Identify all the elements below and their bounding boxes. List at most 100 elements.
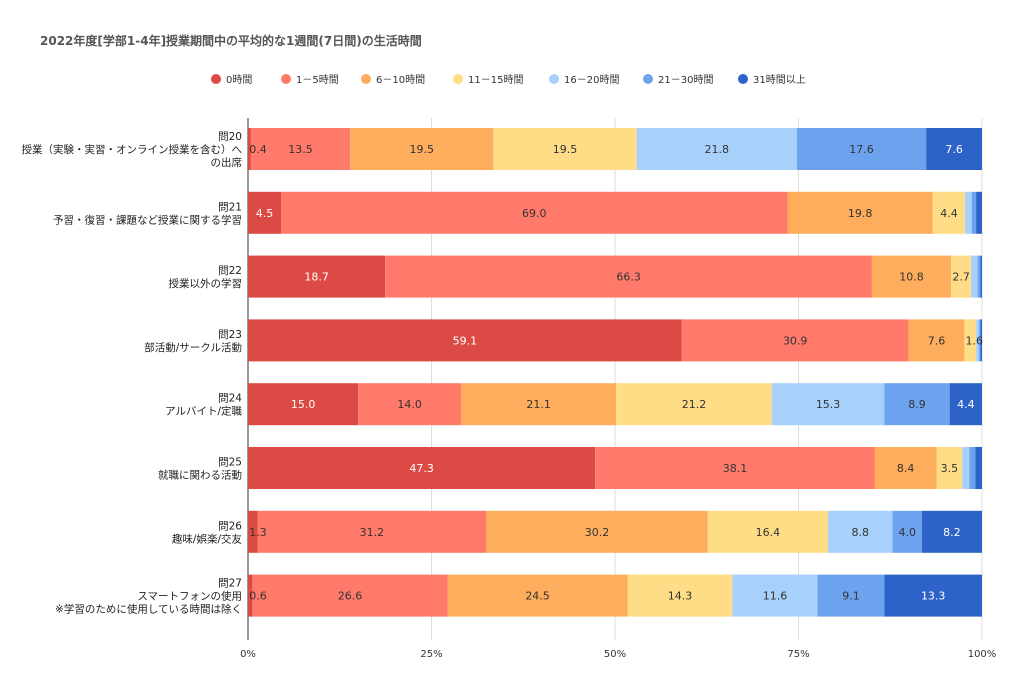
bar-segment [921, 510, 982, 553]
legend-label: 16－20時間 [564, 74, 619, 86]
data-label: 17.6 [849, 143, 874, 156]
category-label: 授業（実験・実習・オンライン授業を含む）へ [22, 143, 243, 156]
bar-segment [980, 319, 982, 362]
category-label: 問23 [218, 329, 242, 341]
data-label: 1.6 [966, 334, 984, 347]
legend-label: 0時間 [226, 74, 252, 86]
bar-segment [884, 383, 950, 426]
data-label: 8.9 [908, 398, 926, 411]
bar-segment [962, 447, 970, 489]
x-axis-ticks: 0% 25% 50% 75% 100% [240, 649, 996, 660]
data-label: 4.4 [940, 207, 958, 220]
data-label: 4.4 [957, 398, 975, 411]
bar-segment [871, 255, 952, 298]
category-label: 趣味/娯楽/交友 [172, 532, 243, 545]
category-label: 予習・復習・課題など授業に関する学習 [53, 213, 242, 226]
data-label: 1.3 [249, 526, 267, 539]
bar-segment [248, 255, 386, 298]
x-tick-label: 100% [968, 649, 997, 660]
data-labels: 0.4 13.5 19.5 19.5 21.8 17.6 7.6 4.5 69.0 19.8 4.4… [249, 143, 983, 603]
bar-segment [248, 447, 596, 489]
legend-swatch [549, 74, 559, 84]
bar-segment [976, 191, 982, 234]
bar-segment [358, 383, 462, 426]
bar-segment [787, 191, 933, 234]
category-label: 問24 [218, 393, 242, 405]
data-label: 59.1 [453, 334, 478, 347]
x-tick-label: 50% [604, 649, 626, 660]
data-label: 8.4 [897, 462, 915, 475]
bar-segment [248, 128, 251, 170]
category-label: スマートフォンの使用 [137, 590, 242, 603]
bar-segment [980, 255, 982, 298]
bar-segment [951, 255, 971, 298]
data-label: 8.8 [852, 526, 870, 539]
bar-segment [771, 383, 885, 426]
data-label: 8.2 [943, 526, 961, 539]
bar-segment [976, 319, 980, 362]
data-label: 26.6 [338, 590, 363, 603]
bar-segment [350, 128, 494, 170]
bar-segment [493, 128, 637, 170]
bar-segment [969, 447, 976, 489]
x-tick-label: 75% [787, 649, 809, 660]
data-label: 0.6 [249, 590, 267, 603]
bar-segment [732, 574, 818, 617]
bar-segment [461, 383, 617, 426]
bar-segment [257, 510, 487, 553]
data-label: 21.1 [526, 398, 551, 411]
bar-segment [627, 574, 733, 617]
bar-segment [971, 191, 977, 234]
data-label: 13.3 [921, 590, 946, 603]
data-label: 69.0 [522, 207, 547, 220]
data-label: 7.6 [928, 334, 946, 347]
data-label: 16.4 [756, 526, 781, 539]
bar-segment [248, 510, 258, 553]
bar-segment [970, 255, 978, 298]
category-labels: 問20授業（実験・実習・オンライン授業を含む）への出席問21予習・復習・課題など… [22, 131, 243, 616]
bar-segment [447, 574, 628, 617]
legend-swatch [738, 74, 748, 84]
bar-segment [892, 510, 922, 553]
bar-segment [248, 574, 253, 617]
bar-segment [707, 510, 829, 553]
bar-segment [965, 191, 972, 234]
bar-segment [796, 128, 927, 170]
category-label: 部活動/サークル活動 [144, 341, 242, 354]
x-tick-label: 0% [240, 649, 256, 660]
bar-segment [936, 447, 963, 489]
bar-segment [926, 128, 982, 170]
bar-segment [817, 574, 885, 617]
data-label: 24.5 [525, 590, 550, 603]
data-label: 31.2 [360, 526, 385, 539]
legend-swatch [211, 74, 221, 84]
bar-segment [252, 574, 448, 617]
data-label: 14.3 [668, 590, 693, 603]
data-label: 4.5 [256, 207, 274, 220]
bar-segment [616, 383, 772, 426]
data-label: 38.1 [723, 462, 748, 475]
category-label: 問27 [218, 578, 242, 590]
data-label: 9.1 [842, 590, 860, 603]
category-label: 就職に関わる活動 [158, 469, 242, 482]
data-label: 10.8 [899, 271, 924, 284]
legend: 0時間 1－5時間 6－10時間 11－15時間 16－20時間 21－30時間 31時間以… [211, 74, 806, 86]
legend-label: 21－30時間 [658, 74, 713, 86]
bar-segment [636, 128, 797, 170]
data-label: 19.5 [553, 143, 578, 156]
bar-segment [248, 319, 682, 362]
legend-swatch [281, 74, 291, 84]
category-label: 問25 [218, 457, 242, 469]
data-label: 30.2 [585, 526, 610, 539]
data-label: 15.3 [816, 398, 841, 411]
legend-swatch [643, 74, 653, 84]
data-label: 21.8 [705, 143, 730, 156]
data-label: 15.0 [291, 398, 316, 411]
bar-segment [385, 255, 872, 298]
bar-segment [281, 191, 788, 234]
data-label: 19.5 [410, 143, 435, 156]
bar-segment [884, 574, 982, 617]
data-label: 21.2 [682, 398, 707, 411]
